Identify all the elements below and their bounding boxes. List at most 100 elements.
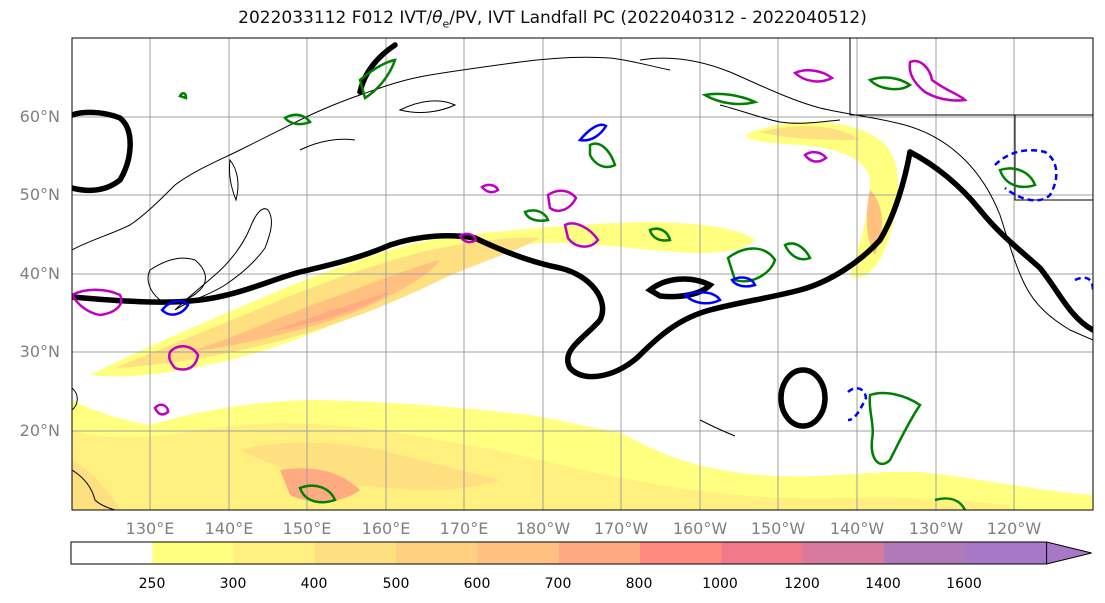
green-contour-7 [868, 391, 922, 466]
gridlines [72, 38, 1093, 510]
lon-label: 140°E [205, 519, 254, 538]
heavy-contour-main [72, 149, 913, 380]
lat-label: 50°N [20, 185, 60, 204]
green-contour-11 [998, 167, 1037, 189]
ivt-band-700 [270, 292, 390, 332]
green-contour-9 [867, 76, 913, 91]
colorbar-segment [396, 542, 478, 564]
colorbar-segment [477, 542, 560, 564]
ivt-north-branch-250 [745, 121, 899, 279]
lon-label: 170°W [594, 519, 649, 538]
magenta-contour-5 [563, 222, 600, 248]
green-contour-13 [934, 497, 967, 510]
green-contour-14 [178, 92, 188, 100]
lon-label: 150°W [751, 519, 806, 538]
lon-label: 180°W [516, 519, 571, 538]
magenta-contours [72, 59, 968, 416]
lon-label: 130°W [909, 519, 964, 538]
longitude-labels: 130°E 140°E 150°E 160°E 170°E 180°W 170°… [126, 519, 1042, 538]
green-contour-5 [726, 247, 777, 283]
magenta-contour-1 [72, 288, 123, 317]
ivt-sw-corner [72, 460, 120, 510]
plot-frame [71, 37, 1094, 511]
lat-label: 30°N [20, 342, 60, 361]
colorbar-segment [802, 542, 885, 564]
japan-coastline [174, 208, 272, 311]
blue-contour-1 [577, 123, 608, 142]
canada-border [849, 38, 1093, 116]
lon-label: 170°E [440, 519, 489, 538]
magenta-contour-10 [480, 183, 500, 194]
title-theta: θ [432, 8, 443, 28]
magenta-contour-8 [908, 59, 968, 102]
heavy-contour-loop [645, 276, 715, 300]
kuril-islands [299, 138, 356, 151]
colorbar-tick-label: 700 [545, 576, 572, 592]
hawaii-islands [699, 419, 736, 437]
green-contour-12 [523, 209, 550, 222]
title-prefix: 2022033112 F012 IVT/ [238, 8, 433, 28]
blue-contour-6 [994, 148, 1058, 202]
colorbar-extend-arrow [1046, 541, 1092, 565]
green-contour-10 [298, 484, 337, 504]
coastlines [72, 38, 1093, 510]
colorbar-tick-label: 250 [139, 576, 166, 592]
colorbar-tick-label: 400 [301, 576, 328, 592]
green-contour-4 [648, 227, 672, 242]
magenta-contour-7 [792, 69, 835, 83]
colorbar-tick-label: 1000 [702, 576, 738, 592]
lon-label: 120°W [987, 519, 1042, 538]
heavy-contour-coast [907, 149, 1093, 333]
title-suffix: /PV, IVT Landfall PC (2022040312 - 20220… [449, 8, 867, 28]
korea-coastline [147, 257, 206, 303]
blue-contour-5 [847, 386, 868, 422]
kamchatka-tip [398, 100, 457, 113]
magenta-contour-2 [167, 345, 200, 371]
lon-label: 140°W [830, 519, 885, 538]
colorbar [70, 541, 1092, 565]
latitude-labels: 60°N 50°N 40°N 30°N 20°N [20, 107, 60, 440]
ivt-band-600 [190, 260, 440, 352]
lon-label: 150°E [283, 519, 332, 538]
green-contour-6 [783, 242, 812, 261]
colorbar-tick-label: 1400 [865, 576, 901, 592]
colorbar-segment [314, 542, 397, 564]
plot-area [72, 38, 1093, 510]
green-contours [178, 58, 1037, 510]
magenta-contour-3 [153, 403, 170, 416]
colorbar-segment [71, 542, 153, 564]
colorbar-segment [965, 542, 1048, 564]
colorbar-tick-label: 1200 [784, 576, 820, 592]
colorbar-segment [721, 542, 804, 564]
ivt-tropical-700 [280, 468, 360, 502]
magenta-contour-4 [546, 189, 578, 212]
aleutian-islands [719, 104, 841, 124]
colorbar-segment [152, 542, 235, 564]
lat-label: 40°N [20, 264, 60, 283]
us-border [1014, 115, 1093, 201]
colorbar-segment [884, 542, 966, 564]
lat-label: 60°N [20, 107, 60, 126]
magenta-contour-9 [803, 150, 828, 163]
colorbar-tick-label: 300 [220, 576, 247, 592]
blue-contour-2 [160, 299, 190, 316]
colorbar-segment [640, 542, 722, 564]
colorbar-segment [558, 542, 641, 564]
philippines-coastline [72, 469, 116, 510]
colorbar-tick-label: 800 [626, 576, 653, 592]
magenta-contour-6 [458, 232, 478, 244]
sakhalin-coastline [229, 158, 239, 202]
lat-label: 20°N [20, 421, 60, 440]
north-america-coastline [639, 57, 1093, 341]
colorbar-tick-label: 500 [383, 576, 410, 592]
heavy-contour-nw [72, 109, 133, 194]
taiwan-coastline [72, 387, 78, 411]
heavy-contour-ring [778, 367, 828, 429]
lon-label: 160°E [362, 519, 411, 538]
colorbar-labels: 250 300 400 500 600 700 800 1000 1200 14… [139, 576, 982, 592]
map-title: 2022033112 F012 IVT/θe/PV, IVT Landfall … [0, 8, 1105, 30]
ivt-tropical-400 [240, 442, 500, 490]
blue-contour-3 [682, 291, 722, 305]
green-contour-1 [358, 58, 397, 100]
colorbar-frame [70, 541, 1047, 565]
